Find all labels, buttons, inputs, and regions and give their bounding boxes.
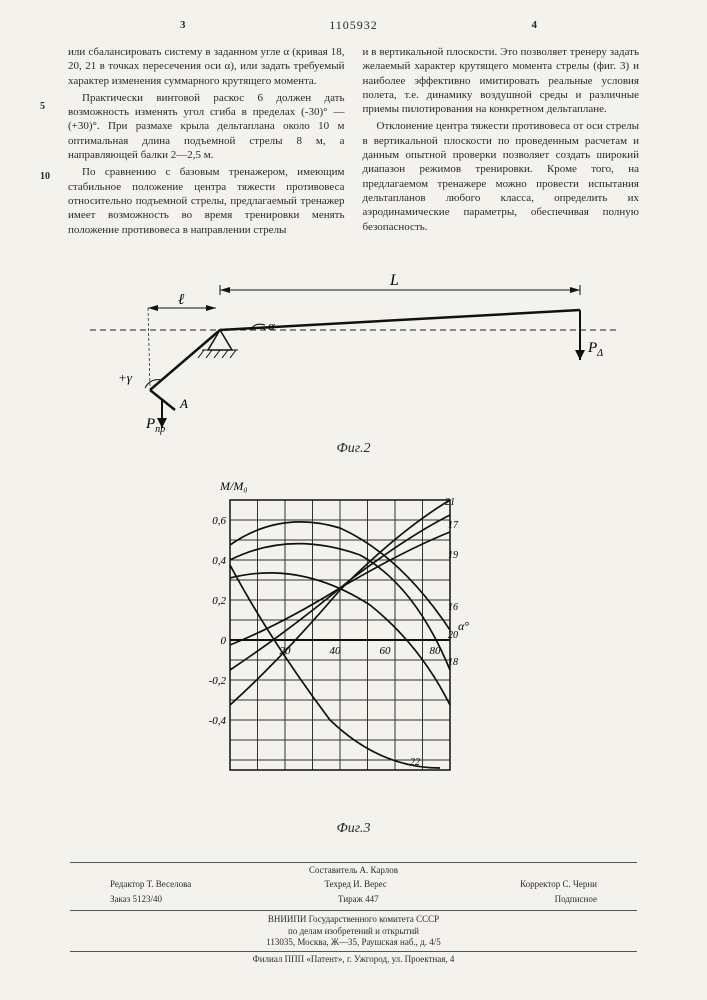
- svg-text:-0,4: -0,4: [209, 715, 227, 727]
- fig2-label-gamma: +γ: [118, 370, 133, 385]
- right-p1: и в вертикальной плоскости. Это позволяе…: [363, 45, 640, 116]
- left-p1: или сбалансировать систему в заданном уг…: [68, 45, 345, 88]
- fig3-xlabel: α°: [458, 619, 469, 633]
- footer-corrector: Корректор С. Черни: [520, 879, 597, 891]
- footer-editor: Редактор Т. Веселова: [110, 879, 191, 891]
- fig2-label-A: A: [179, 396, 188, 411]
- text-columns: 5 10 или сбалансировать систему в заданн…: [68, 45, 639, 240]
- fig2-label-L: L: [389, 272, 399, 289]
- fig2-label-PA: PΔ: [587, 340, 603, 359]
- figure-2-caption: Фиг.2: [336, 440, 370, 458]
- right-column: и в вертикальной плоскости. Это позволяе…: [363, 45, 640, 240]
- page-number-right: 4: [532, 18, 538, 32]
- fig3-yticks: 0,6 0,4 0,2 0 -0,2 -0,4: [209, 515, 227, 727]
- figure-2-svg: L ℓ α +γ A Pпр PΔ: [90, 260, 630, 430]
- svg-text:20: 20: [448, 630, 458, 641]
- svg-text:22: 22: [410, 757, 420, 768]
- footer-line1: ВНИИПИ Государственного комитета СССР: [70, 914, 637, 926]
- svg-text:18: 18: [448, 657, 458, 668]
- left-p3: По сравнению с базовым тренажером, имеющ…: [68, 165, 345, 236]
- footer-sub: Подписное: [555, 894, 597, 906]
- svg-text:60: 60: [380, 645, 392, 657]
- figure-3-caption: Фиг.3: [336, 820, 370, 838]
- footer: Составитель А. Карлов Редактор Т. Весело…: [70, 860, 637, 966]
- page-number-left: 3: [180, 18, 186, 32]
- footer-compiler: Составитель А. Карлов: [70, 865, 637, 877]
- figure-3-svg: M/M₀ 0,60,40,20-0,2-0,4 20406080 2117191…: [220, 470, 490, 810]
- footer-tirazh: Тираж 447: [338, 894, 379, 906]
- svg-text:0: 0: [221, 635, 227, 647]
- footer-line2: по делам изобретений и открытий: [70, 926, 637, 938]
- svg-text:19: 19: [448, 550, 458, 561]
- footer-line3: 113035, Москва, Ж—35, Раушская наб., д. …: [70, 937, 637, 949]
- figure-2-diagram: L ℓ α +γ A Pпр PΔ: [90, 260, 630, 430]
- document-id: 1105932: [329, 18, 378, 34]
- svg-text:16: 16: [448, 602, 458, 613]
- fig2-label-l: ℓ: [178, 292, 184, 308]
- right-p2: Отклонение центра тяжести противовеса от…: [363, 119, 640, 233]
- line-number-10: 10: [40, 170, 50, 183]
- svg-text:-0,2: -0,2: [209, 675, 227, 687]
- svg-text:0,6: 0,6: [212, 515, 226, 527]
- left-p2: Практически винтовой раскос 6 должен дат…: [68, 91, 345, 162]
- fig2-label-alpha: α: [268, 318, 276, 333]
- svg-text:21: 21: [445, 497, 455, 508]
- svg-text:40: 40: [330, 645, 342, 657]
- svg-text:0,4: 0,4: [212, 555, 226, 567]
- footer-order: Заказ 5123/40: [110, 894, 162, 906]
- footer-line4: Филиал ППП «Патент», г. Ужгород, ул. Про…: [70, 954, 637, 966]
- left-column: 5 10 или сбалансировать систему в заданн…: [68, 45, 345, 240]
- svg-text:80: 80: [430, 645, 442, 657]
- svg-text:20: 20: [280, 645, 292, 657]
- figure-3-chart: M/M₀ 0,60,40,20-0,2-0,4 20406080 2117191…: [220, 470, 490, 810]
- line-number-5: 5: [40, 100, 45, 113]
- footer-tech: Техред И. Верес: [324, 879, 386, 891]
- svg-text:17: 17: [448, 520, 459, 531]
- svg-text:0,2: 0,2: [212, 595, 226, 607]
- fig3-ylabel: M/M₀: [219, 479, 248, 493]
